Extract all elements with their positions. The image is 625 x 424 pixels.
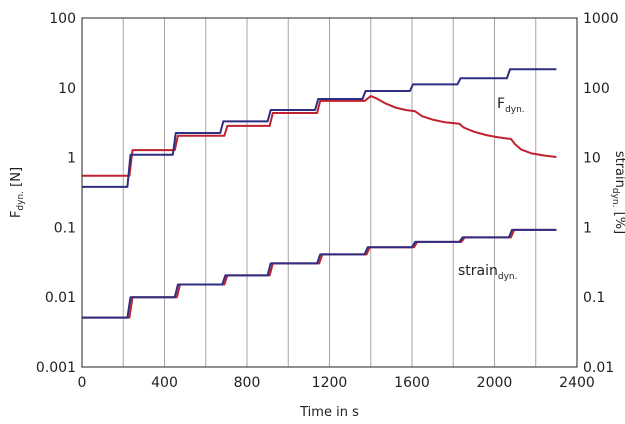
y-left-tick-label: 0.001 — [36, 360, 76, 376]
y-left-title-unit: [N] — [9, 167, 24, 191]
x-tick-label: 1200 — [312, 375, 348, 391]
x-tick-label: 400 — [151, 375, 178, 391]
series-line-4 — [82, 228, 557, 319]
y-left-title-main: F — [9, 211, 24, 218]
grid-lines — [81, 18, 578, 367]
series-label-strain: straindyn. — [458, 263, 518, 282]
series-layer — [82, 68, 557, 319]
series-line-1 — [82, 95, 557, 177]
series-label-F: Fdyn. — [497, 96, 525, 115]
y-axis-left-title: Fdyn. [N] — [9, 167, 26, 218]
y-left-title-sub: dyn. — [16, 191, 26, 211]
y-left-tick-label: 0.01 — [45, 290, 76, 306]
y-right-title-sub: dyn. — [610, 188, 620, 208]
y-right-tick-label: 1 — [583, 220, 592, 236]
y-right-tick-label: 10 — [583, 151, 601, 167]
y-right-tick-label: 1000 — [583, 11, 619, 27]
y-right-title-main: strain — [612, 151, 625, 188]
x-tick-label: 0 — [78, 375, 87, 391]
y-left-tick-label: 0.1 — [54, 220, 76, 236]
y-right-tick-label: 0.1 — [583, 290, 605, 306]
y-right-tick-label: 100 — [583, 81, 610, 97]
y-left-tick-label: 10 — [58, 81, 76, 97]
y-axis-right-title: straindyn. [%] — [610, 151, 625, 234]
x-tick-label: 800 — [234, 375, 261, 391]
y-left-tick-label: 1 — [67, 151, 76, 167]
tick-labels: 0 400 800 1200 1600 2000 24000.0010.010.111010… — [36, 11, 619, 391]
series-line-2 — [82, 68, 557, 188]
y-left-tick-label: 100 — [49, 11, 76, 27]
y-right-title-unit: [%] — [612, 208, 625, 235]
plot-frame — [81, 17, 578, 368]
y-right-tick-label: 0.01 — [583, 360, 614, 376]
x-tick-label: 2000 — [477, 375, 513, 391]
series-labels: Fdyn. straindyn. — [458, 96, 525, 282]
x-tick-label: 1600 — [394, 375, 430, 391]
x-axis-title: Time in s — [299, 405, 359, 420]
x-tick-label: 2400 — [559, 375, 595, 391]
